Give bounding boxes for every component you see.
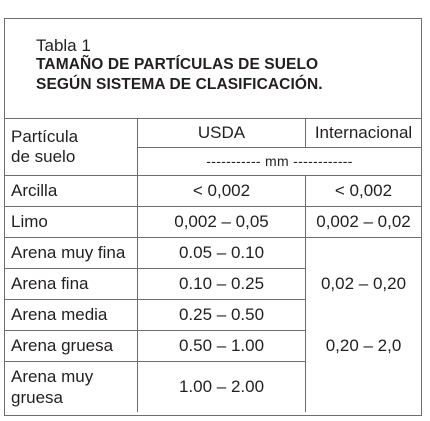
header-particle: Partícula de suelo bbox=[5, 119, 138, 176]
table-row: Arena fina 0.10 – 0.25 0,02 – 0,20 bbox=[5, 267, 421, 300]
table-row: Arena media 0.25 – 0.50 bbox=[5, 298, 421, 331]
cell-particle: Arena fina bbox=[5, 267, 138, 300]
table-title-line1: TAMAÑO DE PARTÍCULAS DE SUELO bbox=[36, 56, 319, 73]
cell-usda: 1.00 – 2.00 bbox=[137, 360, 306, 412]
cell-usda: 0,002 – 0,05 bbox=[137, 205, 306, 238]
cell-internacional: 0,002 – 0,02 bbox=[305, 205, 421, 238]
table-row: Arena gruesa 0.50 – 1.00 0,20 – 2,0 bbox=[5, 329, 421, 362]
cell-particle: Arcilla bbox=[5, 174, 138, 207]
cell-usda: < 0,002 bbox=[137, 174, 306, 207]
cell-usda: 0.10 – 0.25 bbox=[137, 267, 306, 300]
table-row: Limo 0,002 – 0,05 0,002 – 0,02 bbox=[5, 205, 421, 238]
table-row: Arcilla < 0,002 < 0,002 bbox=[5, 174, 421, 207]
cell-particle-line1: Arena muy bbox=[11, 366, 94, 386]
cell-internacional bbox=[305, 299, 421, 330]
cell-particle: Arena gruesa bbox=[5, 329, 138, 362]
cell-particle: Limo bbox=[5, 205, 138, 238]
table-caption: Tabla 1 TAMAÑO DE PARTÍCULAS DE SUELO SE… bbox=[5, 19, 421, 119]
cell-particle: Arena muy fina bbox=[5, 236, 138, 269]
table-row: Arena muy fina 0.05 – 0.10 bbox=[5, 236, 421, 269]
header-usda: USDA bbox=[137, 119, 306, 148]
header-internacional: Internacional bbox=[305, 119, 421, 148]
cell-usda: 0.25 – 0.50 bbox=[137, 298, 306, 331]
cell-particle-line2: gruesa bbox=[11, 387, 63, 407]
table-title-line2: SEGÚN SISTEMA DE CLASIFICACIÓN. bbox=[36, 76, 323, 93]
cell-usda: 0.05 – 0.10 bbox=[137, 236, 306, 269]
cell-internacional: < 0,002 bbox=[305, 174, 421, 207]
table-label: Tabla 1 bbox=[36, 36, 91, 55]
cell-internacional: 0,02 – 0,20 bbox=[305, 268, 421, 299]
table-row: Arena muy gruesa 1.00 – 2.00 bbox=[5, 360, 421, 412]
cell-internacional bbox=[305, 236, 421, 268]
cell-internacional bbox=[305, 361, 421, 412]
header-particle-line1: Partícula bbox=[11, 126, 79, 146]
cell-internacional: 0,20 – 2,0 bbox=[305, 330, 421, 361]
units-label: ----------- mm ------------ bbox=[137, 146, 421, 176]
cell-particle: Arena muy gruesa bbox=[5, 360, 138, 412]
units-row: ----------- mm ------------ bbox=[5, 146, 421, 176]
header-particle-line2: de suelo bbox=[11, 146, 76, 166]
particle-size-table: Partícula de suelo USDA Internacional --… bbox=[5, 119, 421, 412]
header-row: Partícula de suelo USDA Internacional bbox=[5, 119, 421, 176]
table-frame: Tabla 1 TAMAÑO DE PARTÍCULAS DE SUELO SE… bbox=[4, 18, 422, 416]
cell-particle: Arena media bbox=[5, 298, 138, 331]
cell-usda: 0.50 – 1.00 bbox=[137, 329, 306, 362]
